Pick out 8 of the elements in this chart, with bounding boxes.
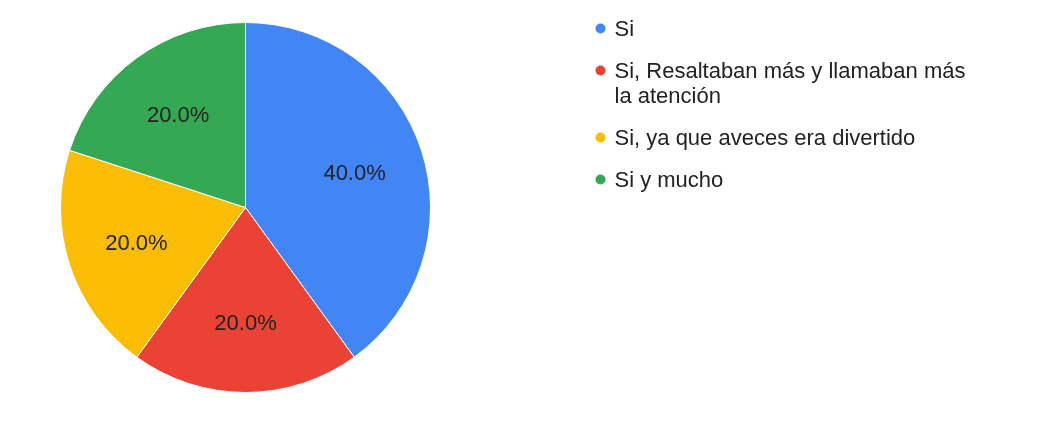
legend-label: Si y mucho — [614, 167, 724, 192]
legend-label: Si, Resaltaban más y llamaban más la atención — [614, 58, 966, 108]
data-label: 20.0% — [146, 102, 210, 128]
legend-label: Si, ya que aveces era divertido — [614, 125, 916, 150]
data-label: 20.0% — [214, 309, 277, 335]
data-label: 40.0% — [323, 159, 386, 185]
legend-label: Si — [614, 16, 635, 41]
data-label: 20.0% — [105, 230, 168, 256]
